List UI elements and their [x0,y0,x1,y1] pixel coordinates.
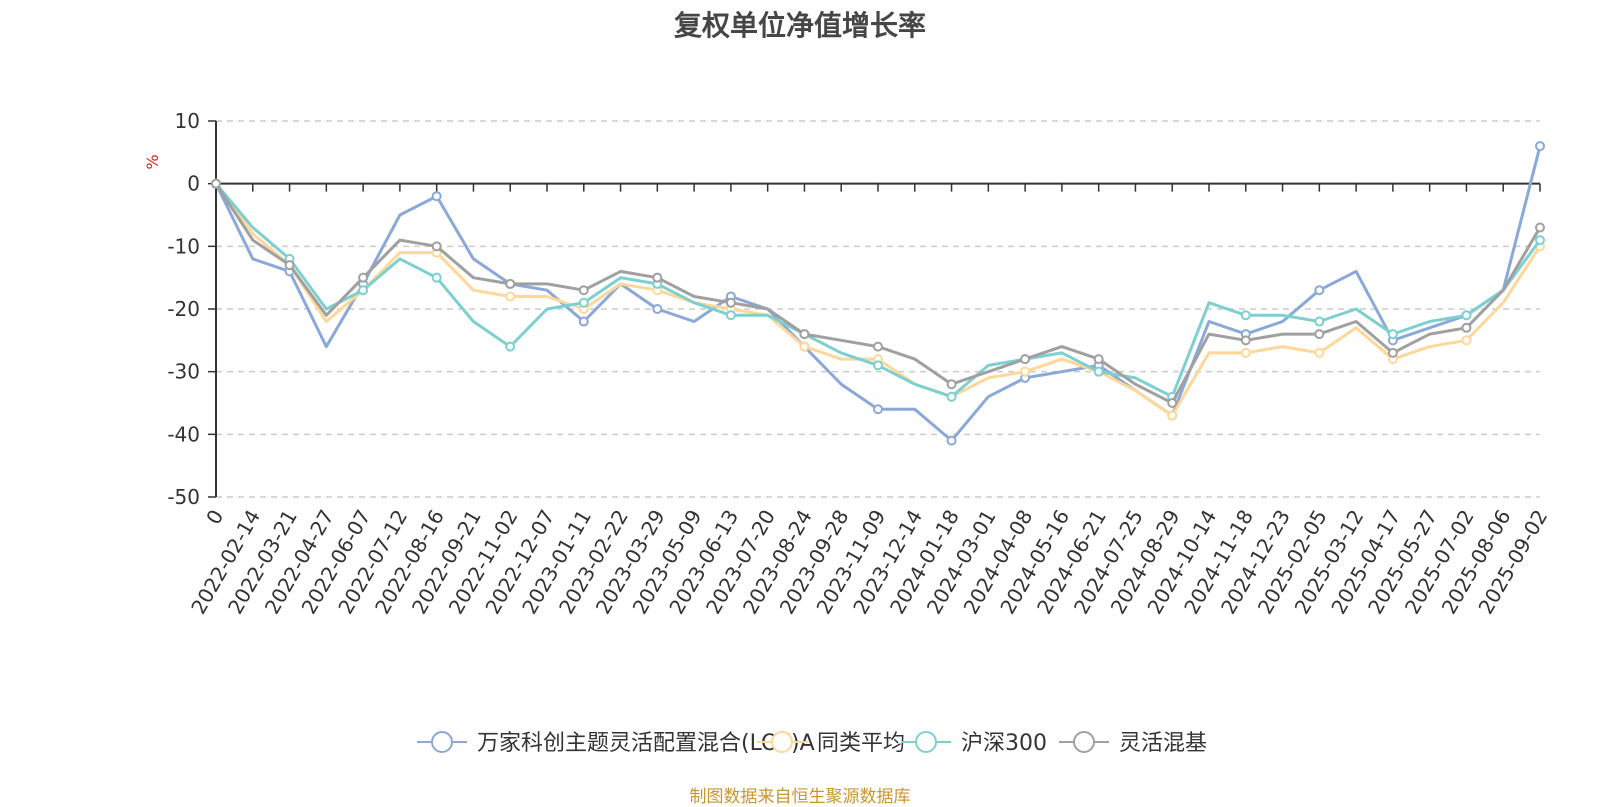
chart-title: 复权单位净值增长率 [673,9,926,42]
y-tick-label: -40 [167,422,200,446]
data-point [1535,222,1545,233]
legend-marker [1073,731,1095,753]
y-tick-label: -10 [167,234,200,258]
data-point [946,391,957,402]
data-point [1387,329,1398,340]
data-point [1240,347,1251,358]
data-point [725,297,736,308]
data-point [1387,347,1398,358]
legend-item[interactable]: 万家科创主题灵活配置混合(LOF)A [417,731,815,756]
series-line [214,182,1542,417]
data-point [1167,398,1178,408]
data-point [1314,316,1325,327]
data-point [1314,285,1325,296]
data-point [1167,410,1178,421]
data-point [358,285,369,296]
data-point [1461,322,1472,333]
legend-item[interactable]: 沪深300 [901,731,1047,756]
data-point [873,404,883,415]
data-point [578,316,589,327]
data-point [1240,335,1251,346]
data-point [578,285,589,296]
data-point [1093,354,1104,365]
data-point [1535,235,1545,246]
legend-label: 同类平均 [817,731,905,756]
axis-layer: 100-10-20-30-40-5002022-02-142022-03-212… [167,109,1552,618]
data-point [431,241,442,252]
legend-item[interactable]: 同类平均 [757,731,905,756]
y-axis-unit-label: % [143,154,162,169]
y-tick-label: -20 [167,297,200,321]
data-point [1461,310,1472,321]
y-tick-label: 0 [187,172,200,196]
legend-item[interactable]: 灵活混基 [1059,731,1207,756]
data-point [873,341,883,352]
y-tick-label: 10 [175,109,200,133]
data-point [1020,366,1031,377]
data-point [725,310,736,321]
source-note: 制图数据来自恒生聚源数据库 [689,787,911,807]
data-point [652,304,663,314]
data-point [431,272,442,283]
y-tick-label: -30 [167,360,200,384]
data-point [1314,347,1325,358]
data-point [799,341,810,352]
grid-layer [216,120,1540,498]
data-point [1240,310,1251,321]
data-point [652,272,663,283]
data-point [1461,335,1472,346]
data-point [431,191,442,202]
legend-label: 沪深300 [961,731,1047,756]
legend-label: 万家科创主题灵活配置混合(LOF)A [477,731,815,756]
data-point [873,360,883,371]
x-tick-label: 0 [201,506,228,529]
legend-label: 灵活混基 [1119,731,1207,756]
series-layer [211,141,1545,446]
data-point [1020,354,1031,365]
data-point [799,329,810,340]
data-point [505,291,516,302]
data-point [1093,366,1104,377]
data-point [946,435,957,446]
data-point [211,178,221,189]
legend-marker [431,731,453,753]
data-point [578,297,589,308]
data-point [358,272,369,283]
legend[interactable]: 万家科创主题灵活配置混合(LOF)A 同类平均 沪深300 灵活混基 [417,731,1207,756]
legend-marker [771,731,793,753]
data-point [1535,141,1545,152]
data-point [505,341,516,352]
data-point [946,379,957,390]
data-point [284,260,295,271]
data-point [505,278,516,289]
legend-marker [915,731,937,753]
y-tick-label: -50 [167,485,200,509]
data-point [1314,329,1325,340]
